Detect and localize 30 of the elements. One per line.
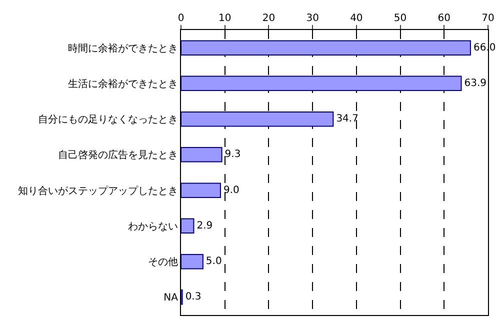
bar — [181, 254, 204, 270]
x-tick-label: 0 — [178, 13, 184, 24]
data-label: 34.7 — [336, 114, 358, 125]
y-tick-label: 時間に余裕ができたとき — [68, 42, 178, 54]
y-tick-label: わからない — [128, 221, 178, 232]
x-tick-label: 50 — [394, 13, 407, 24]
x-tick-label: 30 — [306, 13, 319, 24]
x-tick-label: 70 — [482, 13, 494, 24]
y-tick-label: NA — [164, 292, 178, 304]
x-tick-label: 40 — [350, 13, 363, 24]
x-tick-label: 20 — [262, 13, 276, 24]
y-tick-label: 自己啓発の広告を見たとき — [58, 149, 178, 162]
data-label: 0.3 — [185, 292, 202, 303]
y-tick-label: 自分にもの足りなくなったとき — [38, 114, 178, 126]
bar — [181, 182, 221, 198]
x-tick-label: 10 — [218, 13, 232, 24]
data-label: 63.9 — [464, 78, 487, 89]
y-tick-label: 生活に余裕ができたとき — [68, 78, 178, 90]
bar — [181, 147, 222, 162]
data-label: 2.9 — [196, 220, 213, 232]
data-label: 5.0 — [206, 256, 222, 268]
data-label: 9.3 — [224, 149, 241, 160]
data-label: 9.0 — [223, 184, 240, 196]
y-tick-label: 知り合いがステップアップしたとき — [18, 184, 178, 197]
x-tick-label: 60 — [438, 13, 451, 24]
bar — [181, 76, 462, 92]
bar — [181, 111, 334, 127]
bar — [181, 218, 194, 234]
bar — [181, 40, 471, 56]
y-tick-label: その他 — [148, 256, 178, 268]
